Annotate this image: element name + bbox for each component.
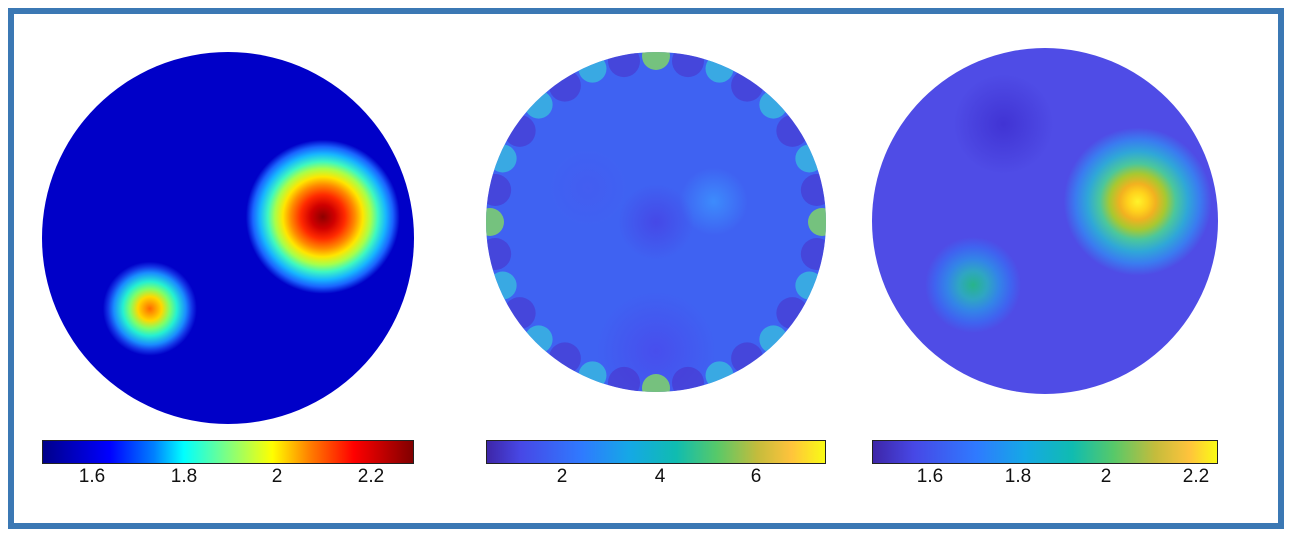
electrode-gap [776, 297, 809, 330]
electrode-gap [608, 52, 641, 78]
electrode-gap [608, 366, 641, 392]
electrode-gap [731, 69, 764, 102]
electrode-spot [578, 54, 607, 83]
colorbar-3-tick: 1.6 [916, 466, 944, 487]
electrode-gap [548, 69, 581, 102]
colorbar-1-tick: 1.8 [170, 466, 198, 487]
electrode-spot [759, 90, 788, 119]
electrode-gap [671, 52, 704, 78]
electrode-spot [488, 271, 517, 300]
electrode-pattern [486, 52, 826, 392]
colorbar-2-tick: 2 [556, 466, 568, 487]
electrode-gap [800, 237, 826, 270]
electrode-spot [705, 361, 734, 390]
electrode-gap [548, 342, 581, 375]
electrode-spot [488, 144, 517, 173]
conductivity-map-2 [486, 52, 826, 392]
colorbar-3 [872, 440, 1218, 464]
colorbar-2 [486, 440, 826, 464]
electrode-spot [524, 325, 553, 354]
colorbar-3-tick: 2.2 [1182, 466, 1210, 487]
electrode-spot [642, 52, 670, 70]
colorbar-2-tick: 6 [750, 466, 762, 487]
electrode-gap [503, 297, 536, 330]
colorbar-1-tick: 2.2 [357, 466, 385, 487]
electrode-gap [486, 174, 512, 207]
colorbar-2-tick: 4 [654, 466, 666, 487]
electrode-gap [776, 114, 809, 147]
electrode-gap [800, 174, 826, 207]
electrode-spot [524, 90, 553, 119]
colorbar-1-tick: 1.6 [78, 466, 106, 487]
electrode-spot [759, 325, 788, 354]
electrode-spot [795, 271, 824, 300]
electrode-gap [486, 237, 512, 270]
electrode-gap [503, 114, 536, 147]
electrode-spot [705, 54, 734, 83]
colorbar-1 [42, 440, 414, 464]
electrode-spot [578, 361, 607, 390]
electrode-gap [731, 342, 764, 375]
conductivity-map-3 [872, 48, 1218, 394]
conductivity-map-1 [42, 52, 414, 424]
colorbar-3-tick: 1.8 [1004, 466, 1032, 487]
electrode-spot [486, 208, 504, 236]
electrode-spot [795, 144, 824, 173]
electrode-gap [671, 366, 704, 392]
electrode-spot [808, 208, 826, 236]
electrode-spot [642, 374, 670, 392]
colorbar-3-tick: 2 [1100, 466, 1112, 487]
colorbar-1-tick: 2 [271, 466, 283, 487]
